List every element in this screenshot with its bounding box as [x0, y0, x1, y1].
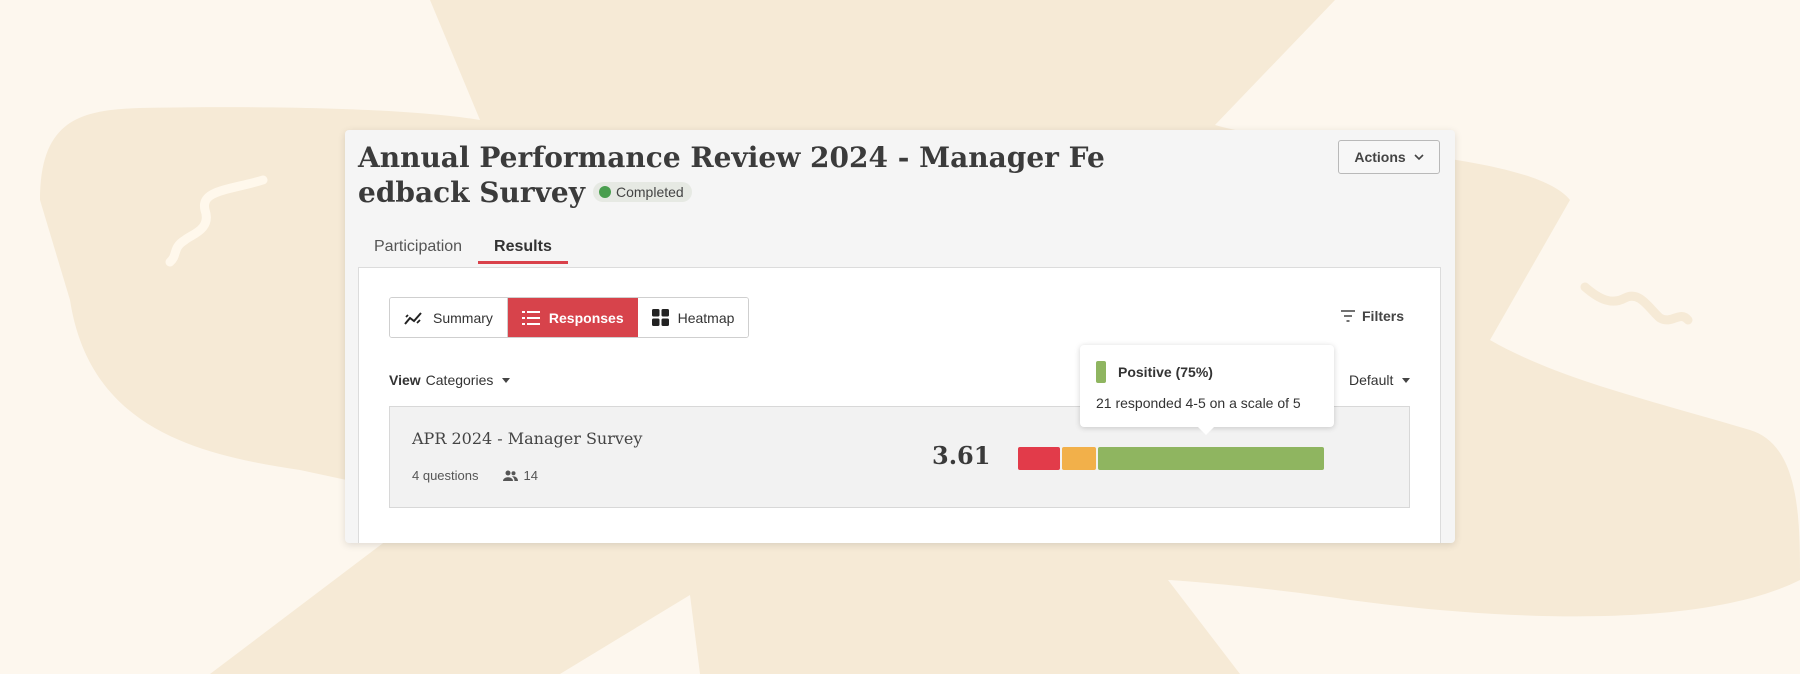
score-distribution-bar	[1018, 447, 1324, 470]
status-label: Completed	[616, 183, 684, 200]
participant-count: 14	[523, 468, 538, 483]
survey-name: APR 2024 - Manager Survey	[412, 429, 643, 448]
heatmap-view-button[interactable]: Heatmap	[637, 298, 749, 337]
positive-segment[interactable]	[1097, 447, 1324, 470]
negative-segment[interactable]	[1018, 447, 1061, 470]
page-title: Annual Performance Review 2024 - Manager…	[358, 140, 1118, 210]
filters-label: Filters	[1362, 308, 1405, 324]
responses-view-button[interactable]: Responses	[507, 298, 638, 337]
grid-icon	[651, 309, 669, 326]
filters-button[interactable]: Filters	[1341, 308, 1404, 324]
background-squiggle-right	[1580, 282, 1693, 325]
tab-participation[interactable]: Participation	[358, 238, 478, 264]
view-label: View	[389, 372, 421, 388]
survey-title-text: Annual Performance Review 2024 - Manager…	[358, 141, 1105, 209]
survey-meta: 4 questions 14	[412, 468, 538, 483]
caret-down-icon	[1402, 377, 1411, 383]
chevron-down-icon	[1414, 153, 1424, 160]
sort-dropdown[interactable]: Default	[1349, 372, 1411, 388]
question-count: 4 questions	[412, 468, 479, 483]
positive-swatch	[1096, 361, 1106, 383]
trend-chart-icon	[404, 311, 422, 325]
tooltip-title: Positive (75%)	[1118, 364, 1213, 380]
actions-label: Actions	[1354, 149, 1406, 165]
summary-view-button[interactable]: Summary	[390, 298, 508, 337]
people-icon	[502, 470, 518, 481]
summary-label: Summary	[433, 309, 493, 326]
average-score: 3.61	[932, 441, 991, 470]
status-dot-icon	[599, 185, 611, 198]
list-icon	[521, 310, 540, 325]
view-dropdown[interactable]: View Categories	[389, 372, 511, 388]
tooltip-body: 21 responded 4-5 on a scale of 5	[1096, 395, 1301, 411]
caret-down-icon	[502, 377, 511, 383]
view-mode-toggle: Summary Responses Heatmap	[389, 297, 750, 338]
neutral-segment[interactable]	[1062, 447, 1096, 470]
tab-participation-label: Participation	[374, 238, 463, 255]
heatmap-label: Heatmap	[677, 309, 735, 326]
status-badge: Completed	[593, 181, 692, 202]
tab-results-label: Results	[494, 238, 552, 255]
survey-results-panel: Annual Performance Review 2024 - Manager…	[345, 130, 1455, 543]
filter-icon	[1341, 310, 1355, 322]
positive-tooltip: Positive (75%) 21 responded 4-5 on a sca…	[1080, 345, 1334, 435]
tab-results[interactable]: Results	[478, 238, 568, 264]
actions-button[interactable]: Actions	[1338, 140, 1440, 174]
results-tabs: Participation Results	[358, 238, 568, 264]
sort-value: Default	[1349, 372, 1394, 388]
responses-label: Responses	[548, 309, 624, 326]
background-squiggle-left	[165, 175, 268, 267]
view-value: Categories	[425, 372, 494, 388]
